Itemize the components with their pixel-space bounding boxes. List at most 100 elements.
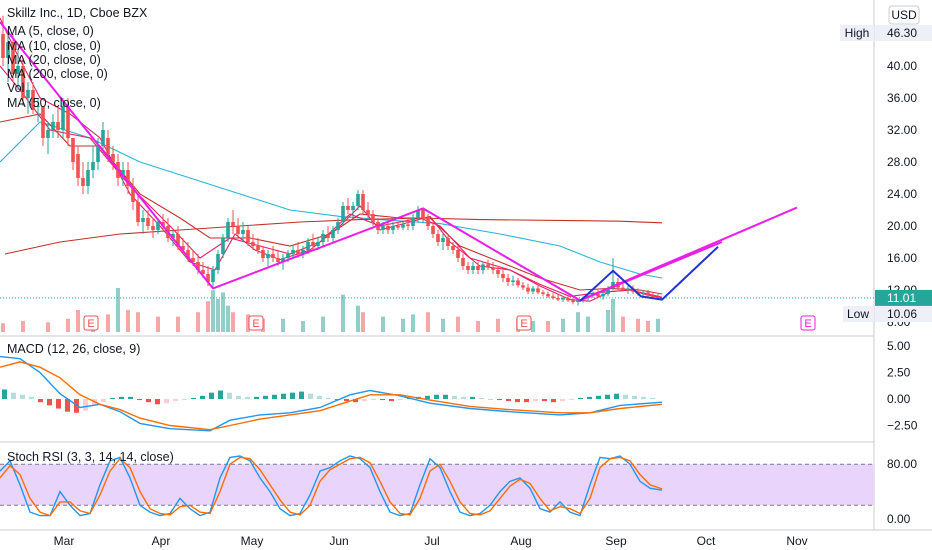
legend-indicator[interactable]: MA (50, close, 0) [7,96,101,110]
time-tick-label: Jun [329,534,348,548]
candle-body [436,234,440,242]
candle-body [141,218,145,222]
macd-histogram-bar [614,393,619,399]
earnings-marker[interactable]: E [516,315,532,331]
macd-histogram-bar [641,396,646,399]
candle-body [506,278,510,282]
candle-body [496,270,500,274]
candle-body [451,246,455,250]
last-price-marker: 11.01 [875,289,932,306]
currency-badge[interactable]: USD [888,5,920,25]
macd-histogram-bar [551,399,556,403]
time-tick-label: Oct [697,534,716,548]
candle-body [416,210,420,218]
time-tick-label: Mar [54,534,75,548]
high-marker: High 46.30 [840,25,932,41]
volume-bar [441,318,445,332]
volume-bar [246,314,250,332]
macd-histogram-bar [11,392,16,399]
candle-body [251,242,255,246]
candle-body [36,106,40,107]
candle-body [301,250,305,254]
legend-indicator[interactable]: MA (5, close, 0) [7,24,94,38]
candle-body [421,210,425,218]
candle-body [566,298,570,301]
candle-body [171,234,175,238]
macd-histogram-bar [317,395,322,399]
macd-histogram-bar [515,399,520,403]
candle-body [66,106,70,138]
macd-histogram-bar [56,399,61,409]
macd-histogram-bar [479,397,484,399]
candle-body [126,170,130,186]
macd-histogram-bar [299,391,304,399]
stoch-legend[interactable]: Stoch RSI (3, 3, 14, 14, close) [7,450,174,464]
volume-bar [401,318,405,332]
candle-body [41,106,45,138]
earnings-marker-label: E [520,318,527,330]
candle-body [236,226,240,234]
macd-histogram-bar [245,396,250,399]
candle-body [411,218,415,226]
drawings-layer [0,21,798,302]
earnings-marker-label: E [252,318,259,330]
candle-body [291,250,295,254]
macd-line [0,361,663,431]
candle-body [366,210,370,214]
earnings-marker-label: E [804,318,811,330]
volume-bar [606,310,610,332]
volume-bar [356,305,360,332]
last-price-value: 11.01 [887,291,916,305]
macd-histogram-bar [506,399,511,402]
candle-body [46,130,50,138]
macd-histogram-bar [83,399,88,411]
legend-indicator[interactable]: MA (20, close, 0) [7,53,101,67]
candle-body [311,242,315,246]
macd-histogram-bar [308,393,313,399]
candle-body [406,224,410,226]
high-value: 46.30 [887,26,917,40]
candle-body [306,242,310,250]
macd-histogram-bar [452,395,457,399]
macd-histogram-bar [398,399,403,401]
macd-legend[interactable]: MACD (12, 26, close, 9) [7,342,140,356]
volume-bar [216,299,220,332]
candle-body [296,250,300,254]
earnings-marker[interactable]: E [83,315,99,331]
earnings-marker[interactable]: E [248,315,264,331]
macd-histogram-bar [164,399,169,404]
macd-histogram-bar [173,399,178,402]
legend-indicator[interactable]: Vol [7,81,24,95]
price-tick-label: 28.00 [887,155,917,169]
volume-bar [1,323,5,332]
candle-body [156,222,160,230]
candle-body [336,222,340,230]
candle-body [351,206,355,210]
candle-body [431,226,435,234]
volume-bar [76,310,80,332]
candle-body [266,254,270,258]
volume-bar [411,314,415,332]
macd-histogram-bar [2,389,7,399]
volume-bar [476,321,480,332]
candle-body [186,250,190,258]
candle-body [491,267,495,270]
candle-body [621,287,625,290]
stoch-tick-label: 80.00 [887,457,917,471]
candle-body [136,202,140,222]
volume-bar [206,301,210,332]
earnings-marker-future[interactable]: E [800,315,816,331]
candle-body [561,298,565,300]
legend-indicator[interactable]: MA (10, close, 0) [7,39,101,53]
trend-drawing-line [0,21,798,302]
moving-average-line [0,65,663,298]
stoch-tick-label: 0.00 [887,512,911,526]
candle-body [596,294,600,297]
candle-body [246,230,250,242]
legend-indicator[interactable]: MA (200, close, 0) [7,67,108,81]
macd-histogram-bar [227,392,232,399]
earnings-marker-label: E [87,318,94,330]
volume-bar [21,321,25,332]
candle-body [131,186,135,202]
stoch-layer [0,455,663,517]
